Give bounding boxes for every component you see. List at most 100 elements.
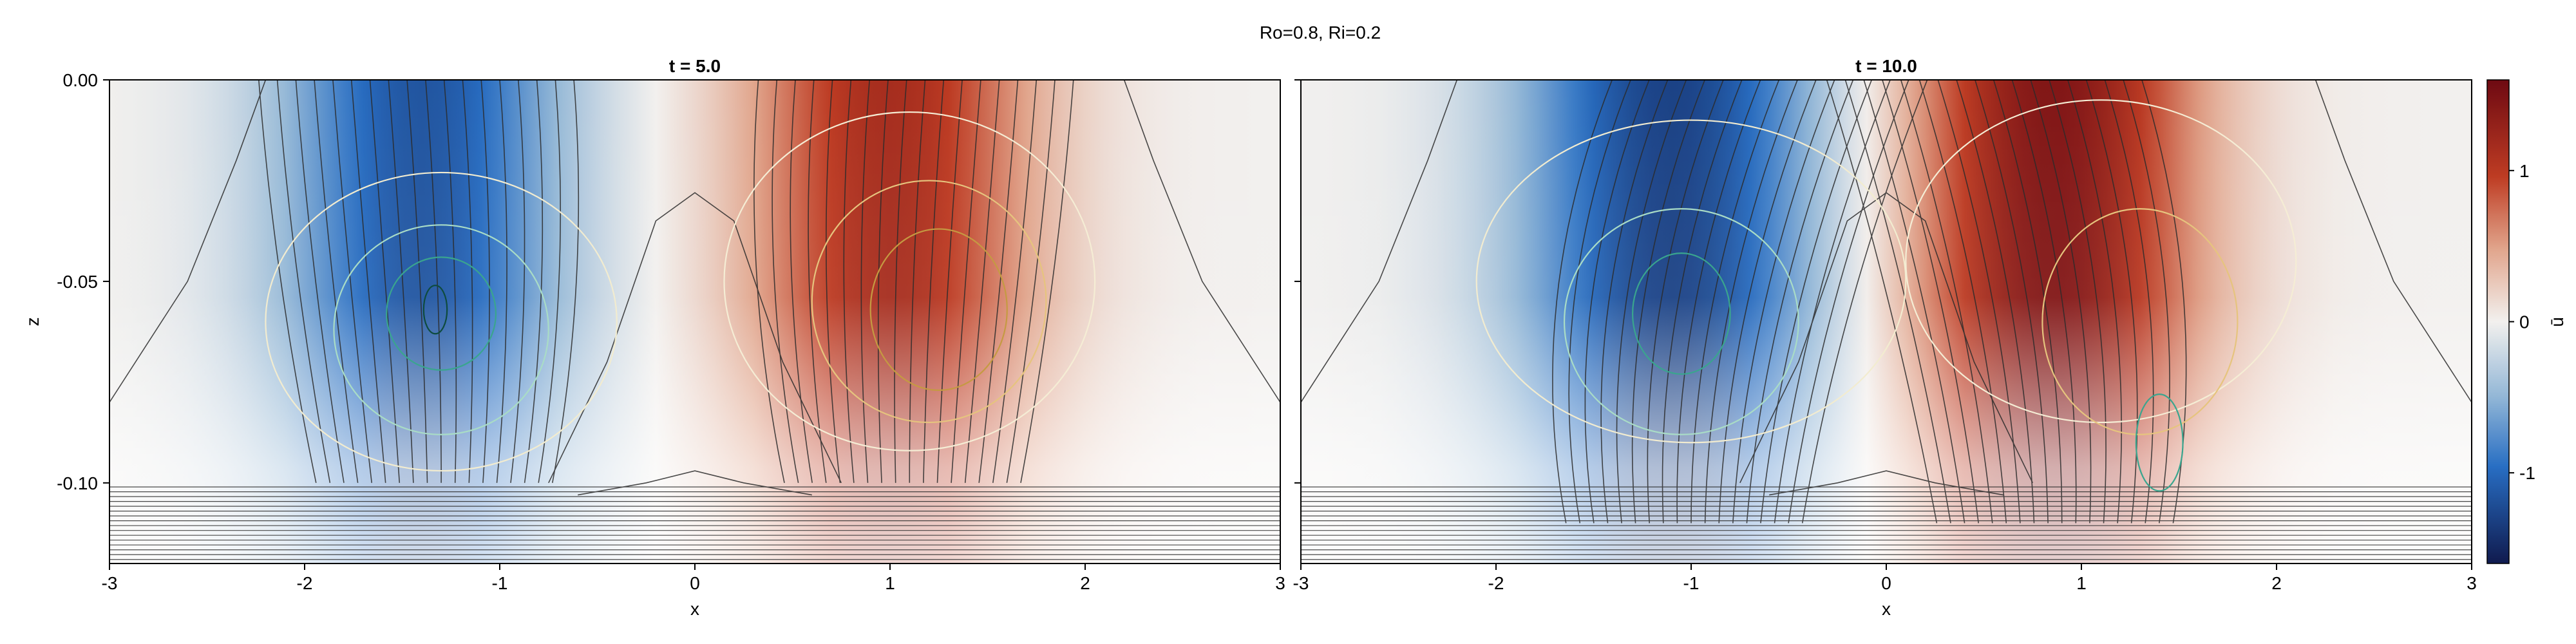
- x-axis-label: x: [690, 599, 699, 619]
- streamline: [2011, 80, 2077, 524]
- contour-levels: [1475, 99, 2297, 492]
- streamline: [1863, 80, 1965, 524]
- contour-line: [869, 228, 1008, 391]
- streamline: [538, 80, 562, 483]
- y-axis-label: z: [23, 317, 43, 327]
- x-tick-label: 0: [1881, 573, 1891, 593]
- x-tick-label: -1: [1683, 573, 1700, 593]
- streamline: [936, 80, 963, 483]
- panel-right: t = 10.0 -3 -2 -1 0 1 2 3 x: [1293, 56, 2477, 619]
- streamline: [1123, 80, 1280, 403]
- heatmap-depth-fade: [109, 80, 1280, 564]
- heatmap-depth-fade: [1301, 80, 2472, 564]
- streamline: [860, 80, 870, 483]
- streamline: [443, 80, 457, 483]
- streamline: [1975, 80, 2049, 524]
- streamline: [1584, 80, 1650, 524]
- contour-line: [1632, 252, 1731, 375]
- streamlines: [1301, 80, 2472, 560]
- streamline: [510, 80, 526, 483]
- figure-title: Ro=0.8, Ri=0.2: [1260, 23, 1381, 43]
- streamline: [480, 80, 490, 483]
- x-axis-label: x: [1882, 599, 1891, 619]
- panel-left: t = 5.0 -3 -2 -1 0 1 2 3 x 0.00 -0.05 -0.10 z: [23, 56, 1285, 619]
- streamline: [552, 80, 580, 483]
- panel-title: t = 10.0: [1855, 56, 1917, 76]
- contour-line: [265, 171, 618, 472]
- contour-line: [811, 180, 1047, 424]
- y-tick-label: -0.10: [57, 473, 98, 493]
- x-tick-label: -2: [1488, 573, 1504, 593]
- contour-line: [422, 285, 448, 335]
- streamline: [276, 80, 331, 483]
- streamline: [1918, 80, 2007, 524]
- streamline: [369, 80, 401, 483]
- x-tick-label: 2: [2271, 573, 2282, 593]
- streamline: [406, 80, 428, 483]
- colorbar-tick-label: 1: [2519, 161, 2530, 181]
- x-tick-label: -1: [492, 573, 508, 593]
- streamline: [826, 80, 841, 483]
- streamline: [978, 80, 1019, 483]
- streamline: [1631, 80, 1705, 524]
- x-tick-label: 3: [2467, 573, 2477, 593]
- streamline: [332, 80, 372, 483]
- colorbar-tick-label: 0: [2519, 312, 2530, 332]
- streamline: [1647, 80, 1724, 524]
- streamline: [1552, 80, 1613, 524]
- streamline: [1760, 80, 1873, 524]
- colorbar: 1 0 -1 ū: [2486, 79, 2567, 564]
- streamline: [1956, 80, 2035, 524]
- colorbar-gradient: [2486, 79, 2510, 564]
- streamline: [2123, 80, 2170, 524]
- streamline: [1844, 80, 1951, 524]
- streamline: [894, 80, 907, 483]
- streamline: [548, 192, 842, 484]
- streamline: [314, 80, 359, 483]
- streamline: [425, 80, 442, 483]
- x-tick-label: 3: [1275, 573, 1285, 593]
- streamline: [1826, 80, 1938, 524]
- streamline: [1600, 80, 1669, 524]
- y-tick-label: -0.05: [57, 272, 98, 292]
- streamline: [772, 80, 799, 483]
- streamline: [753, 80, 785, 483]
- streamline: [2030, 80, 2092, 524]
- colorbar-label: ū: [2547, 317, 2567, 327]
- streamline: [1801, 80, 1928, 524]
- contour-line: [1563, 208, 1799, 435]
- streamline: [524, 80, 544, 483]
- contour-line: [2135, 393, 2184, 492]
- contour-line: [1475, 119, 1907, 444]
- streamline: [1568, 80, 1631, 524]
- streamline: [878, 80, 889, 483]
- streamline: [1020, 80, 1074, 483]
- contour-line: [386, 256, 497, 371]
- streamline: [1662, 80, 1743, 524]
- streamline: [1774, 80, 1891, 524]
- streamline: [964, 80, 1000, 483]
- contour-line: [723, 111, 1096, 451]
- streamline: [909, 80, 926, 483]
- streamline: [790, 80, 813, 483]
- contour-line: [2041, 208, 2239, 435]
- x-tick-label: 1: [2076, 573, 2087, 593]
- streamline: [2049, 80, 2107, 524]
- streamline: [1616, 80, 1687, 524]
- streamline: [295, 80, 345, 483]
- y-tick-label: 0.00: [63, 70, 99, 90]
- streamline: [462, 80, 473, 483]
- streamline: [1690, 80, 1780, 524]
- streamline: [258, 80, 317, 483]
- streamline: [1718, 80, 1817, 524]
- x-tick-label: -3: [1293, 573, 1309, 593]
- streamline: [2315, 80, 2472, 403]
- streamline: [923, 80, 945, 483]
- streamline: [109, 80, 267, 403]
- streamline: [2104, 80, 2154, 524]
- streamline: [808, 80, 827, 483]
- streamline: [1676, 80, 1761, 524]
- x-tick-label: 2: [1080, 573, 1090, 593]
- streamlines: [109, 80, 1280, 560]
